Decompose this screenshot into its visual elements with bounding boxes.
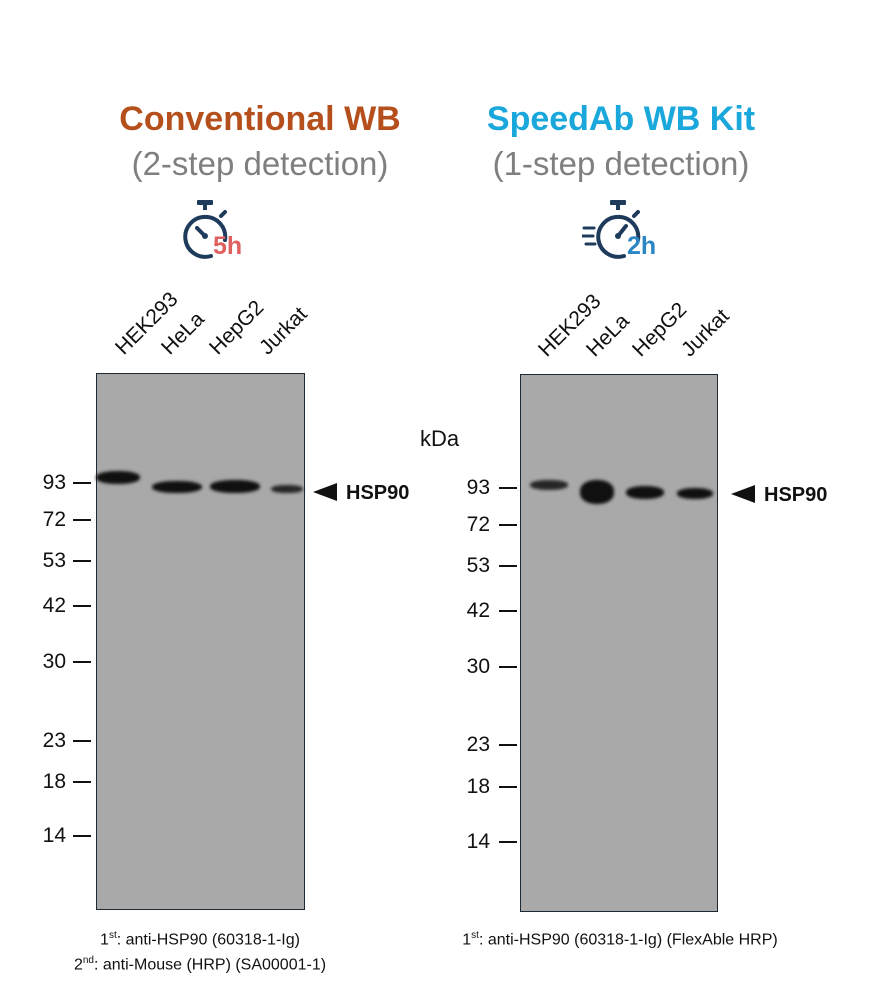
left-footnote-primary-text: : anti-HSP90 (60318-1-Ig) (116, 931, 300, 949)
left-footnote-secondary: 2nd: anti-Mouse (HRP) (SA00001-1) (0, 955, 400, 974)
left-band-jurkat (271, 485, 303, 493)
left-mw-14: 14 (42, 824, 66, 847)
left-mw-42: 42 (42, 594, 66, 617)
left-tick-93 (73, 482, 91, 484)
left-footnote-primary: 1st: anti-HSP90 (60318-1-Ig) (0, 930, 400, 949)
right-subtitle: (1-step detection) (492, 145, 750, 182)
left-footnote-secondary-sup: nd (82, 955, 94, 966)
left-tick-14 (73, 835, 91, 837)
right-band-hek293 (530, 480, 568, 490)
left-mw-18: 18 (42, 770, 66, 793)
lane-label-hepg2: HepG2 (628, 297, 692, 362)
left-footnote-primary-num: 1 (100, 931, 109, 949)
right-tick-72 (499, 524, 517, 526)
right-tick-30 (499, 666, 517, 668)
right-tick-18 (499, 786, 517, 788)
right-mw-53: 53 (466, 554, 490, 577)
left-target-label: HSP90 (346, 482, 410, 504)
left-mw-72: 72 (42, 508, 66, 531)
left-tick-18 (73, 781, 91, 783)
left-band-hepg2 (210, 480, 260, 493)
left-footnote-secondary-text: : anti-Mouse (HRP) (SA00001-1) (93, 956, 327, 974)
right-band-hepg2 (626, 486, 664, 499)
right-footnote-primary-sup: st (471, 930, 479, 941)
right-mw-72: 72 (466, 513, 490, 536)
left-target-arrow-icon (313, 483, 337, 501)
kda-unit-label: kDa (420, 426, 460, 451)
left-mw-93: 93 (42, 471, 66, 494)
right-band-hela (580, 480, 614, 504)
left-footnote-secondary-num: 2 (73, 956, 83, 974)
right-footnote-primary-num: 1 (462, 931, 472, 949)
left-tick-42 (73, 605, 91, 607)
left-timer-label: 5h (213, 232, 243, 260)
left-blot-membrane (96, 373, 305, 910)
right-mw-14: 14 (466, 830, 490, 853)
left-tick-72 (73, 519, 91, 521)
left-tick-23 (73, 740, 91, 742)
right-mw-18: 18 (466, 775, 490, 798)
left-tick-30 (73, 661, 91, 663)
right-footnote-primary-text: : anti-HSP90 (60318-1-Ig) (FlexAble HRP) (478, 931, 778, 949)
right-tick-93 (499, 487, 517, 489)
right-band-jurkat (677, 488, 713, 499)
left-band-hela (152, 481, 202, 493)
right-mw-23: 23 (466, 733, 490, 756)
right-title: SpeedAb WB Kit (486, 100, 756, 138)
left-mw-30: 30 (42, 650, 66, 673)
fast-stopwatch-icon (582, 200, 641, 259)
left-footnote-primary-sup: st (108, 930, 117, 941)
left-tick-53 (73, 560, 91, 562)
right-mw-93: 93 (466, 476, 490, 499)
right-tick-23 (499, 744, 517, 746)
left-mw-53: 53 (42, 549, 66, 572)
right-mw-30: 30 (466, 655, 490, 678)
right-tick-14 (499, 841, 517, 843)
right-tick-42 (499, 610, 517, 612)
right-tick-53 (499, 565, 517, 567)
right-mw-42: 42 (466, 599, 490, 622)
right-target-arrow-icon (731, 485, 755, 503)
right-footnote-primary: 1st: anti-HSP90 (60318-1-Ig) (FlexAble H… (400, 930, 840, 949)
left-mw-23: 23 (42, 729, 66, 752)
lane-label-hepg2: HepG2 (205, 295, 269, 360)
right-timer-label: 2h (627, 232, 657, 260)
right-blot-membrane (520, 374, 718, 912)
left-subtitle: (2-step detection) (131, 145, 389, 182)
stopwatch-icon (183, 200, 228, 259)
left-band-hek293 (96, 471, 140, 484)
left-title: Conventional WB (119, 100, 401, 138)
right-target-label: HSP90 (764, 484, 828, 506)
